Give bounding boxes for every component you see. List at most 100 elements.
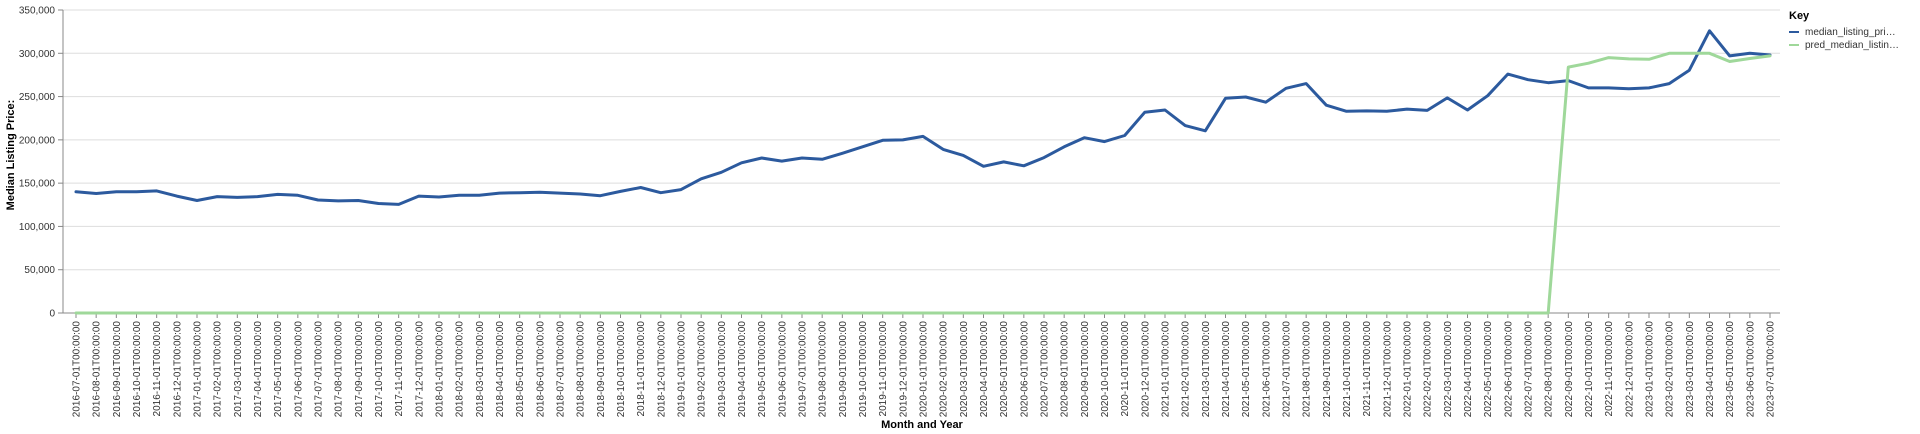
x-tick-label: 2022-06-01T00:00:00 <box>1503 321 1514 418</box>
x-tick-label: 2017-08-01T00:00:00 <box>334 321 345 418</box>
x-tick-label: 2021-05-01T00:00:00 <box>1241 321 1252 418</box>
x-tick-label: 2022-09-01T00:00:00 <box>1564 321 1575 418</box>
axes: 0 50,000 100,000 150,000 200,000 250,000 300,0… <box>19 6 1780 418</box>
x-tick-label: 2021-11-01T00:00:00 <box>1362 321 1373 417</box>
x-tick-label: 2019-01-01T00:00:00 <box>677 321 688 418</box>
x-tick-label: 2017-05-01T00:00:00 <box>273 321 284 418</box>
x-tick-label: 2020-11-01T00:00:00 <box>1120 321 1131 417</box>
x-tick-label: 2022-04-01T00:00:00 <box>1463 321 1474 418</box>
x-tick-label: 2020-07-01T00:00:00 <box>1040 321 1051 418</box>
x-tick-label: 2022-02-01T00:00:00 <box>1423 321 1434 418</box>
x-tick-label: 2019-07-01T00:00:00 <box>798 321 809 418</box>
legend: Key median_listing_pri… pred_median_list… <box>1789 10 1899 51</box>
y-tick-label: 200,000 <box>19 135 56 146</box>
x-tick-label: 2018-05-01T00:00:00 <box>515 321 526 418</box>
gridlines <box>63 9 1780 314</box>
y-tick-label: 300,000 <box>19 49 56 60</box>
x-tick-label: 2019-03-01T00:00:00 <box>717 321 728 418</box>
x-tick-label: 2020-03-01T00:00:00 <box>959 321 970 418</box>
x-tick-label: 2023-05-01T00:00:00 <box>1725 321 1736 418</box>
x-tick-label: 2019-11-01T00:00:00 <box>878 321 889 417</box>
x-tick-label: 2022-11-01T00:00:00 <box>1604 321 1615 417</box>
x-tick-label: 2022-03-01T00:00:00 <box>1443 321 1454 418</box>
x-tick-label: 2017-04-01T00:00:00 <box>253 321 264 418</box>
x-tick-label: 2017-10-01T00:00:00 <box>374 321 385 418</box>
x-tick-label: 2023-04-01T00:00:00 <box>1705 321 1716 418</box>
x-tick-label: 2022-07-01T00:00:00 <box>1524 321 1535 418</box>
x-tick-label: 2018-04-01T00:00:00 <box>495 321 506 418</box>
x-tick-label: 2021-04-01T00:00:00 <box>1221 321 1232 418</box>
x-tick-label: 2016-09-01T00:00:00 <box>112 321 123 418</box>
x-tick-label: 2020-08-01T00:00:00 <box>1060 321 1071 418</box>
x-tick-label: 2018-12-01T00:00:00 <box>656 321 667 418</box>
x-tick-label: 2016-07-01T00:00:00 <box>72 321 83 418</box>
x-tick-label: 2020-10-01T00:00:00 <box>1100 321 1111 418</box>
legend-label-pred: pred_median_listin… <box>1805 40 1899 51</box>
x-tick-label: 2016-08-01T00:00:00 <box>92 321 103 418</box>
x-tick-label: 2023-07-01T00:00:00 <box>1766 321 1777 418</box>
y-tick-label: 100,000 <box>19 222 56 233</box>
x-tick-label: 2017-02-01T00:00:00 <box>213 321 224 418</box>
x-tick-label: 2021-10-01T00:00:00 <box>1342 321 1353 418</box>
x-tick-label: 2018-02-01T00:00:00 <box>455 321 466 418</box>
x-tick-label: 2021-02-01T00:00:00 <box>1181 321 1192 418</box>
x-tick-label: 2017-06-01T00:00:00 <box>293 321 304 418</box>
x-tick-label: 2019-02-01T00:00:00 <box>697 321 708 418</box>
x-tick-label: 2018-10-01T00:00:00 <box>616 321 627 418</box>
x-tick-label: 2021-09-01T00:00:00 <box>1322 321 1333 418</box>
y-tick-label: 350,000 <box>19 6 56 17</box>
y-tick-label: 250,000 <box>19 92 56 103</box>
x-tick-label: 2016-12-01T00:00:00 <box>172 321 183 418</box>
x-tick-label: 2020-12-01T00:00:00 <box>1140 321 1151 418</box>
x-tick-label: 2021-01-01T00:00:00 <box>1161 321 1172 418</box>
x-tick-label: 2018-08-01T00:00:00 <box>576 321 587 418</box>
x-tick-label: 2018-06-01T00:00:00 <box>535 321 546 418</box>
x-tick-label: 2019-12-01T00:00:00 <box>898 321 909 418</box>
x-tick-label: 2023-06-01T00:00:00 <box>1745 321 1756 418</box>
x-tick-label: 2019-08-01T00:00:00 <box>818 321 829 418</box>
x-tick-label: 2018-01-01T00:00:00 <box>435 321 446 418</box>
series-lines <box>74 29 1772 315</box>
x-tick-label: 2020-01-01T00:00:00 <box>919 321 930 418</box>
x-tick-label: 2022-08-01T00:00:00 <box>1544 321 1555 418</box>
x-tick-label: 2019-06-01T00:00:00 <box>777 321 788 418</box>
x-tick-label: 2022-01-01T00:00:00 <box>1403 321 1414 418</box>
x-tick-label: 2016-10-01T00:00:00 <box>132 321 143 418</box>
x-tick-label: 2021-03-01T00:00:00 <box>1201 321 1212 418</box>
x-tick-label: 2017-07-01T00:00:00 <box>314 321 325 418</box>
x-axis-title: Month and Year <box>881 419 963 431</box>
x-tick-label: 2017-03-01T00:00:00 <box>233 321 244 418</box>
x-tick-label: 2020-06-01T00:00:00 <box>1019 321 1030 418</box>
y-axis-title: Median Listing Price: <box>5 100 17 211</box>
x-tick-label: 2022-10-01T00:00:00 <box>1584 321 1595 418</box>
x-tick-label: 2018-09-01T00:00:00 <box>596 321 607 418</box>
legend-title: Key <box>1789 10 1810 22</box>
x-tick-label: 2022-05-01T00:00:00 <box>1483 321 1494 418</box>
x-tick-label: 2017-11-01T00:00:00 <box>394 321 405 417</box>
x-tick-label: 2017-09-01T00:00:00 <box>354 321 365 418</box>
x-tick-label: 2018-07-01T00:00:00 <box>556 321 567 418</box>
x-tick-label: 2020-05-01T00:00:00 <box>999 321 1010 418</box>
x-tick-label: 2017-12-01T00:00:00 <box>414 321 425 418</box>
x-tick-label: 2021-06-01T00:00:00 <box>1261 321 1272 418</box>
x-tick-label: 2018-11-01T00:00:00 <box>636 321 647 417</box>
x-tick-label: 2023-01-01T00:00:00 <box>1645 321 1656 418</box>
y-tick-label: 50,000 <box>24 265 55 276</box>
x-tick-label: 2019-05-01T00:00:00 <box>757 321 768 418</box>
x-tick-label: 2021-07-01T00:00:00 <box>1282 321 1293 418</box>
x-tick-label: 2021-08-01T00:00:00 <box>1302 321 1313 418</box>
x-tick-label: 2018-03-01T00:00:00 <box>475 321 486 418</box>
series-line-median-listing-price <box>74 29 1772 206</box>
x-tick-label: 2019-10-01T00:00:00 <box>858 321 869 418</box>
y-tick-label: 0 <box>49 309 55 320</box>
x-tick-label: 2019-09-01T00:00:00 <box>838 321 849 418</box>
y-tick-label: 150,000 <box>19 179 56 190</box>
x-tick-label: 2023-02-01T00:00:00 <box>1665 321 1676 418</box>
x-tick-label: 2023-03-01T00:00:00 <box>1685 321 1696 418</box>
series-line-pred-median-listing-price <box>74 51 1772 315</box>
x-tick-label: 2020-02-01T00:00:00 <box>939 321 950 418</box>
x-tick-label: 2020-04-01T00:00:00 <box>979 321 990 418</box>
x-tick-label: 2020-09-01T00:00:00 <box>1080 321 1091 418</box>
x-tick-label: 2021-12-01T00:00:00 <box>1382 321 1393 418</box>
